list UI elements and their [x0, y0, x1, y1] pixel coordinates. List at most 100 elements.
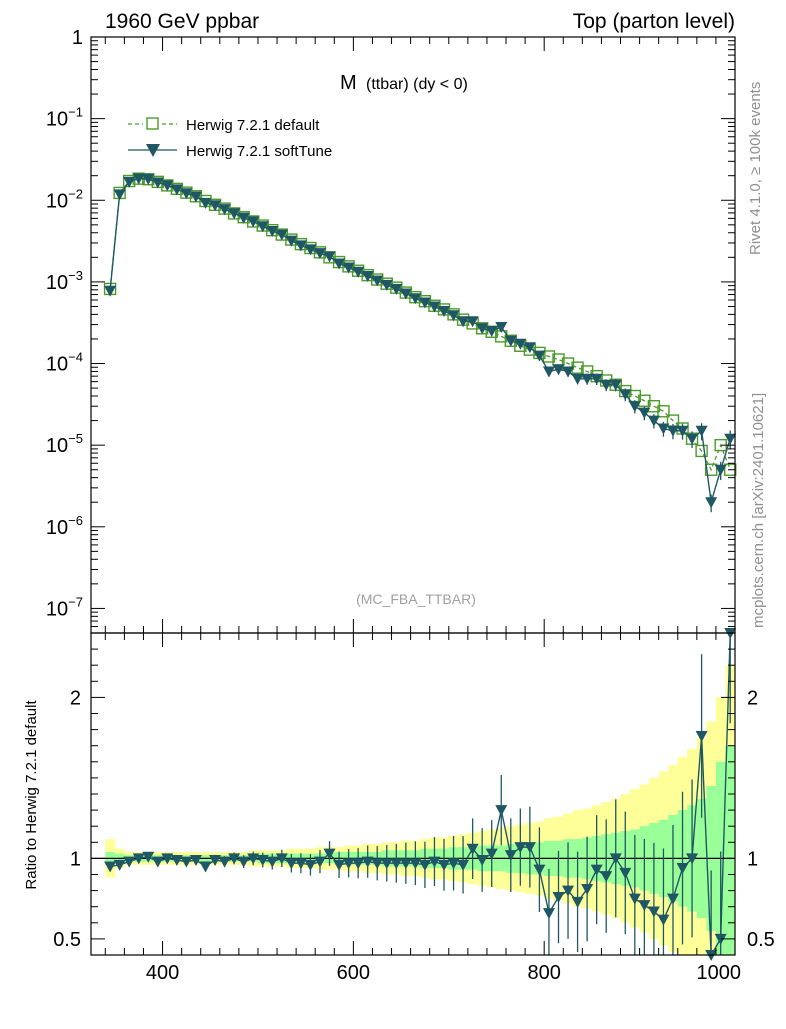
ratio-softtune-marker	[485, 848, 498, 860]
softtune-marker	[590, 373, 603, 385]
ratio-softtune-marker	[342, 858, 355, 870]
analysis-watermark: (MC_FBA_TTBAR)	[356, 591, 476, 607]
ratio-softtune-marker	[504, 850, 517, 862]
softtune-marker	[657, 423, 670, 435]
ratio-softtune-marker	[562, 885, 575, 897]
softtune-marker	[304, 244, 317, 256]
band-green-bin	[725, 745, 736, 955]
ratio-softtune-marker	[428, 856, 441, 868]
ratio-softtune-marker	[476, 855, 489, 867]
softtune-marker	[542, 366, 555, 378]
ratio-softtune-marker	[628, 893, 641, 905]
softtune-marker	[123, 176, 136, 188]
softtune-marker	[161, 180, 174, 192]
softtune-marker	[199, 197, 212, 209]
x-tick-label: 600	[337, 962, 370, 984]
legend-entry-softtune: Herwig 7.2.1 softTune	[128, 143, 332, 160]
axis-ticks	[91, 36, 736, 956]
ratio-softtune-marker	[714, 933, 727, 945]
softtune-marker	[666, 425, 679, 437]
softtune-marker	[504, 335, 517, 347]
softtune-marker	[705, 497, 718, 509]
chart-title-main: M	[340, 72, 357, 94]
ratio-softtune-marker	[256, 855, 269, 867]
softtune-marker	[333, 258, 346, 270]
ratio-softtune-marker	[247, 853, 260, 865]
softtune-marker	[275, 229, 288, 241]
ratio-softtune-marker	[352, 858, 365, 870]
ratio-softtune-marker	[466, 843, 479, 855]
side-label-mcplots: mcplots.cern.ch [arXiv:2401.10621]	[750, 393, 767, 628]
ratio-softtune-marker	[657, 914, 670, 926]
legend-softtune-label: Herwig 7.2.1 softTune	[186, 143, 332, 160]
softtune-marker	[552, 364, 565, 376]
ratio-softtune-marker	[180, 856, 193, 868]
y-tick-label: 10−3	[46, 268, 83, 294]
softtune-marker	[619, 389, 632, 401]
y-tick-label: 10−5	[46, 431, 83, 457]
softtune-marker	[676, 425, 689, 437]
softtune-marker	[514, 338, 527, 350]
ratio-softtune-marker	[151, 856, 164, 868]
series-softtune-main	[104, 173, 737, 513]
ratio-softtune-marker	[647, 906, 660, 918]
default-marker	[704, 463, 718, 476]
y-tick-label: 10−1	[46, 105, 83, 131]
y-tick-label: 1	[72, 27, 83, 49]
softtune-marker	[371, 275, 384, 287]
softtune-marker	[228, 208, 241, 220]
softtune-marker	[628, 401, 641, 413]
softtune-marker	[342, 262, 355, 274]
ratio-softtune-marker	[361, 856, 374, 868]
ratio-softtune-marker	[371, 858, 384, 870]
softtune-marker	[638, 407, 651, 419]
ratio-softtune-marker	[686, 853, 699, 865]
x-tick-label: 800	[527, 962, 560, 984]
ratio-y-tick-label-left: 1	[70, 848, 81, 870]
ratio-softtune-marker	[266, 856, 279, 868]
ratio-softtune-marker	[495, 805, 508, 817]
softtune-marker	[151, 177, 164, 189]
ratio-softtune-marker	[571, 896, 584, 908]
softtune-marker	[571, 373, 584, 385]
default-marker	[542, 350, 556, 363]
default-marker	[695, 444, 708, 458]
ratio-softtune-marker	[199, 861, 212, 873]
ratio-softtune-marker	[228, 853, 241, 865]
softtune-marker	[686, 433, 699, 445]
softtune-marker	[285, 235, 298, 247]
main-y-tick-labels: 1 10−1 10−2 10−3 10−4 10−5 10−6 10−7	[46, 27, 83, 620]
ratio-softtune-marker	[676, 863, 689, 875]
softtune-marker	[695, 425, 708, 437]
softtune-marker	[323, 251, 336, 263]
ratio-softtune-marker	[123, 856, 136, 868]
softtune-marker	[533, 350, 546, 362]
legend-default-label: Herwig 7.2.1 default	[186, 117, 320, 134]
softtune-marker	[447, 310, 460, 322]
softtune-marker	[132, 173, 145, 185]
softtune-marker	[466, 316, 479, 328]
ratio-softtune-marker	[104, 861, 117, 873]
softtune-marker	[399, 288, 412, 300]
softtune-marker	[266, 226, 279, 238]
ratio-softtune-marker	[113, 859, 126, 871]
softtune-marker	[361, 271, 374, 283]
ratio-softtune-marker	[237, 856, 250, 868]
series-softtune-ratio	[104, 628, 737, 961]
ratio-softtune-marker	[590, 864, 603, 876]
ratio-softtune-marker	[552, 892, 565, 904]
ratio-softtune-marker	[333, 859, 346, 871]
softtune-marker	[485, 326, 498, 338]
ratio-softtune-marker	[418, 859, 431, 871]
default-marker	[724, 463, 737, 476]
softtune-marker	[104, 285, 117, 297]
softtune-marker	[256, 221, 269, 233]
ratio-softtune-marker	[218, 856, 231, 868]
ratio-softtune-marker	[170, 855, 183, 867]
ratio-softtune-marker	[399, 858, 412, 870]
softtune-marker	[523, 342, 536, 354]
ratio-softtune-marker	[132, 853, 145, 865]
softtune-marker	[170, 184, 183, 196]
